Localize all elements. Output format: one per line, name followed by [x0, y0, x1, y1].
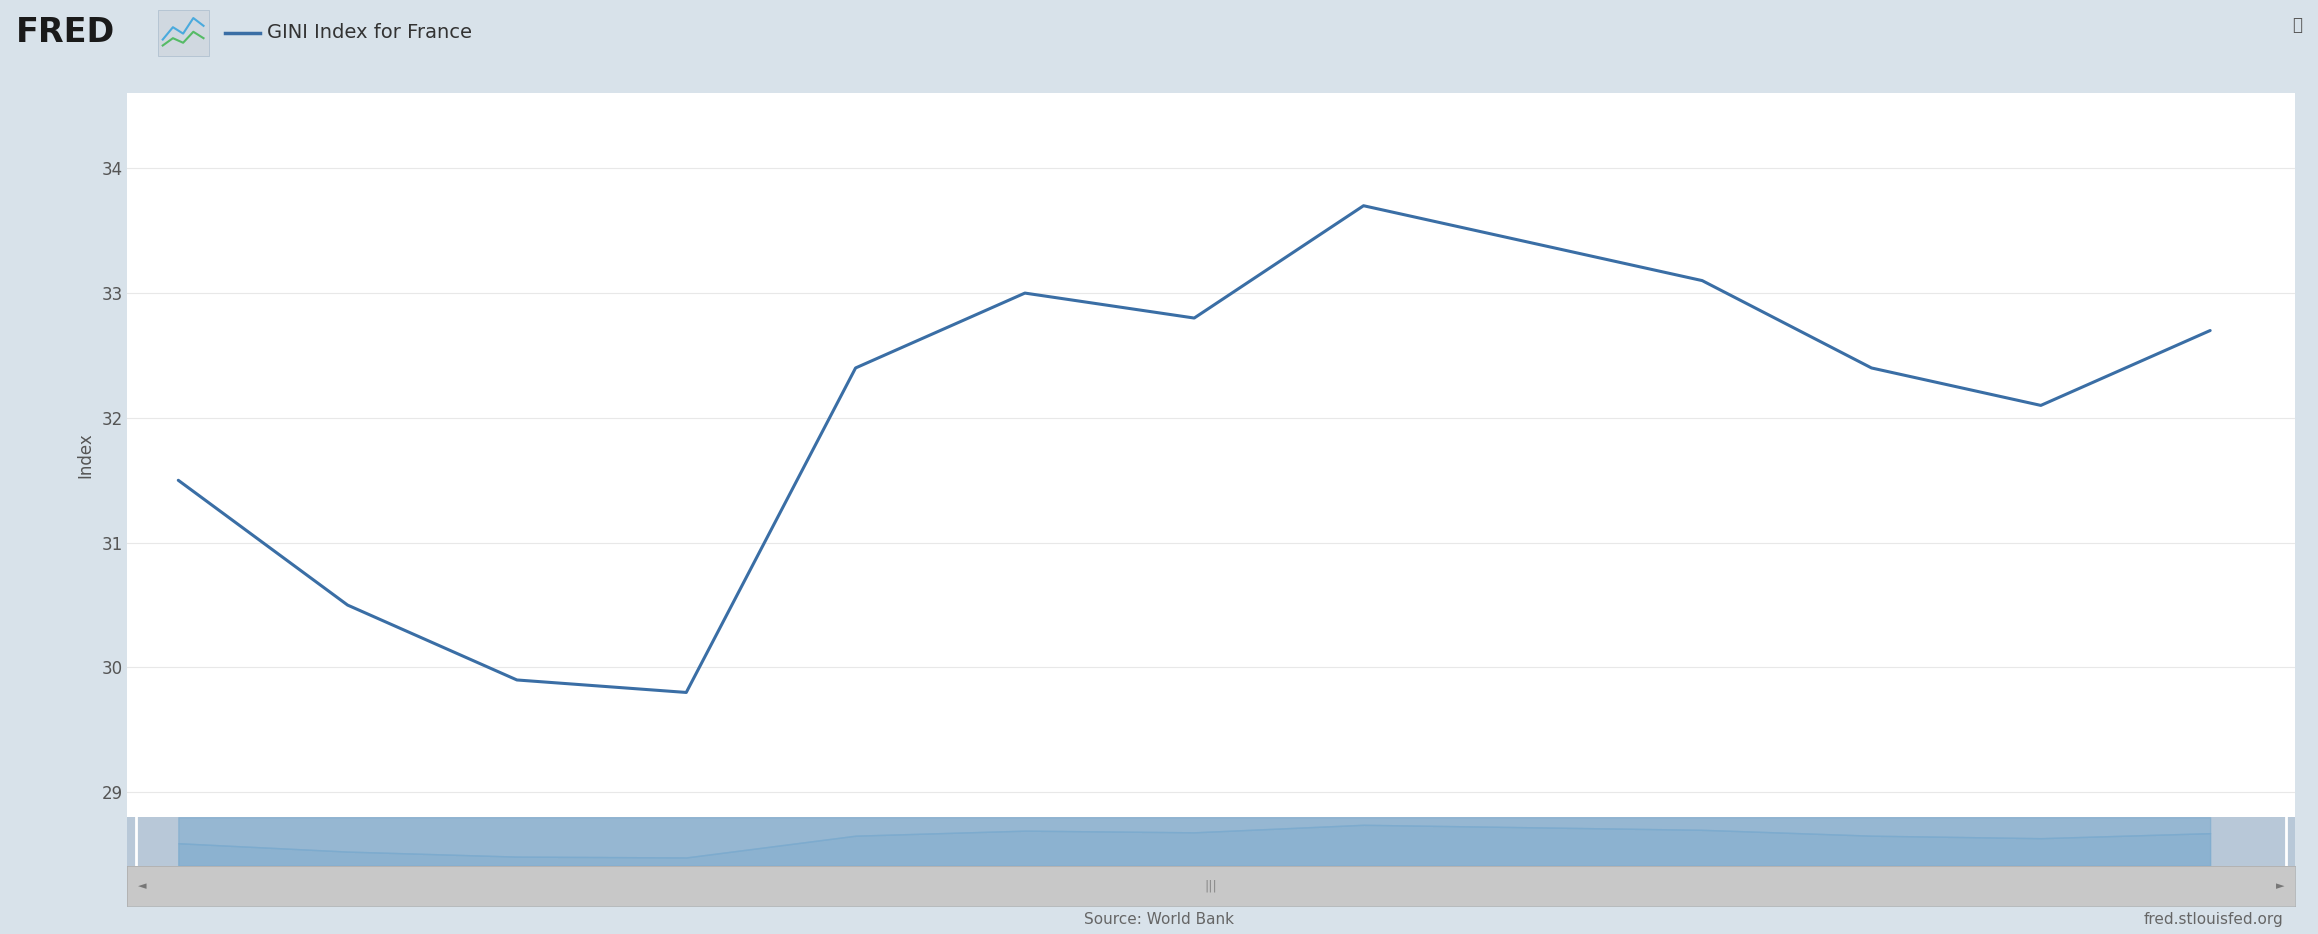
Text: ►: ►	[2276, 881, 2283, 891]
Text: Source: World Bank: Source: World Bank	[1085, 912, 1233, 927]
Text: FRED: FRED	[16, 16, 116, 50]
Text: |||: |||	[1205, 880, 1217, 892]
Y-axis label: Index: Index	[76, 432, 95, 478]
Text: GINI Index for France: GINI Index for France	[267, 23, 471, 42]
FancyBboxPatch shape	[158, 9, 209, 55]
Text: ⛶: ⛶	[2293, 16, 2302, 35]
Text: fred.stlouisfed.org: fred.stlouisfed.org	[2144, 912, 2283, 927]
Text: ◄: ◄	[139, 881, 146, 891]
